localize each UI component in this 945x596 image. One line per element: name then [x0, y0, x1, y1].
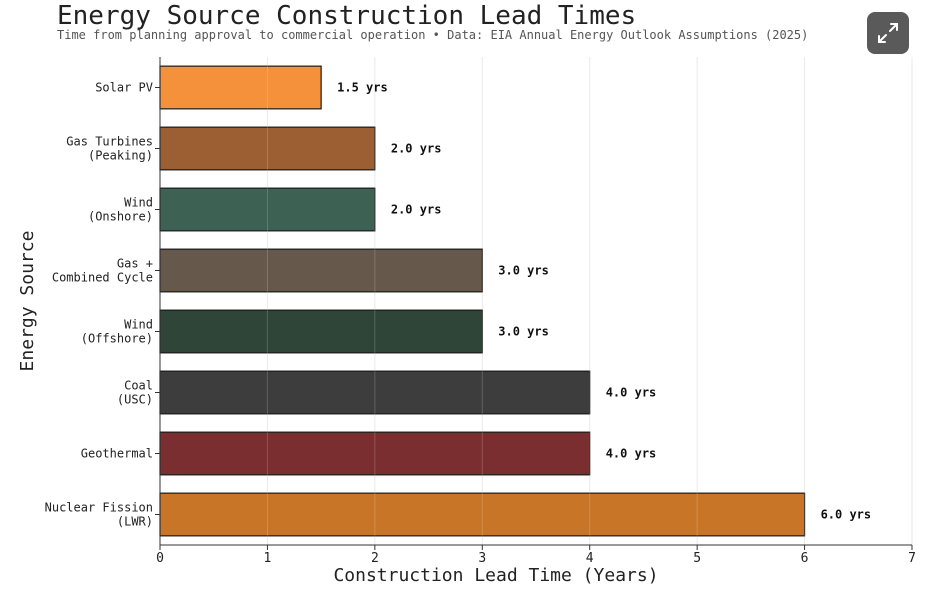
- y-tick-label: Wind (Onshore): [88, 196, 153, 224]
- x-axis-label: Construction Lead Time (Years): [333, 565, 658, 586]
- x-tick-label: 0: [156, 551, 164, 566]
- x-tick-label: 6: [801, 551, 809, 566]
- bar: [159, 248, 483, 293]
- data-label: 3.0 yrs: [498, 325, 549, 339]
- axes: [159, 57, 912, 546]
- x-tick-label: 3: [478, 551, 486, 566]
- y-tick-label: Solar PV: [95, 81, 153, 95]
- x-tick-label: 1: [264, 551, 272, 566]
- x-tick-label: 5: [693, 551, 701, 566]
- y-tick-label: Nuclear Fission (LWR): [45, 501, 153, 529]
- y-axis-label: Energy Source: [17, 231, 38, 372]
- y-tick-label: Gas + Combined Cycle: [52, 257, 153, 285]
- bar: [159, 492, 806, 537]
- x-tick-labels: 0 1 2 3 4 5 6 7: [156, 545, 916, 566]
- data-label: 6.0 yrs: [821, 508, 872, 522]
- chart-subtitle: Time from planning approval to commercia…: [57, 28, 809, 42]
- y-tick-label: Coal (USC): [117, 379, 153, 407]
- y-tick-labels: Solar PV Gas Turbines (Peaking) Wind (Onshor…: [45, 81, 160, 529]
- data-label: 4.0 yrs: [606, 447, 657, 461]
- data-label: 1.5 yrs: [337, 81, 388, 95]
- bars: [159, 57, 913, 545]
- x-tick-label: 2: [371, 551, 379, 566]
- data-label: 2.0 yrs: [391, 203, 442, 217]
- bar: [159, 309, 483, 354]
- x-tick-label: 4: [586, 551, 594, 566]
- expand-button[interactable]: [867, 12, 909, 54]
- bar: [159, 65, 322, 110]
- expand-arrows-icon: [878, 23, 898, 43]
- chart-title: Energy Source Construction Lead Times: [57, 1, 637, 31]
- y-tick-label: Geothermal: [81, 447, 153, 461]
- data-label: 3.0 yrs: [498, 264, 549, 278]
- x-tick-label: 7: [908, 551, 916, 566]
- data-labels: 1.5 yrs 2.0 yrs 2.0 yrs 3.0 yrs 3.0 yrs 4.0 y…: [337, 81, 871, 522]
- y-tick-label: Wind (Offshore): [81, 318, 153, 346]
- y-tick-label: Gas Turbines (Peaking): [66, 135, 153, 163]
- data-label: 4.0 yrs: [606, 386, 657, 400]
- data-label: 2.0 yrs: [391, 142, 442, 156]
